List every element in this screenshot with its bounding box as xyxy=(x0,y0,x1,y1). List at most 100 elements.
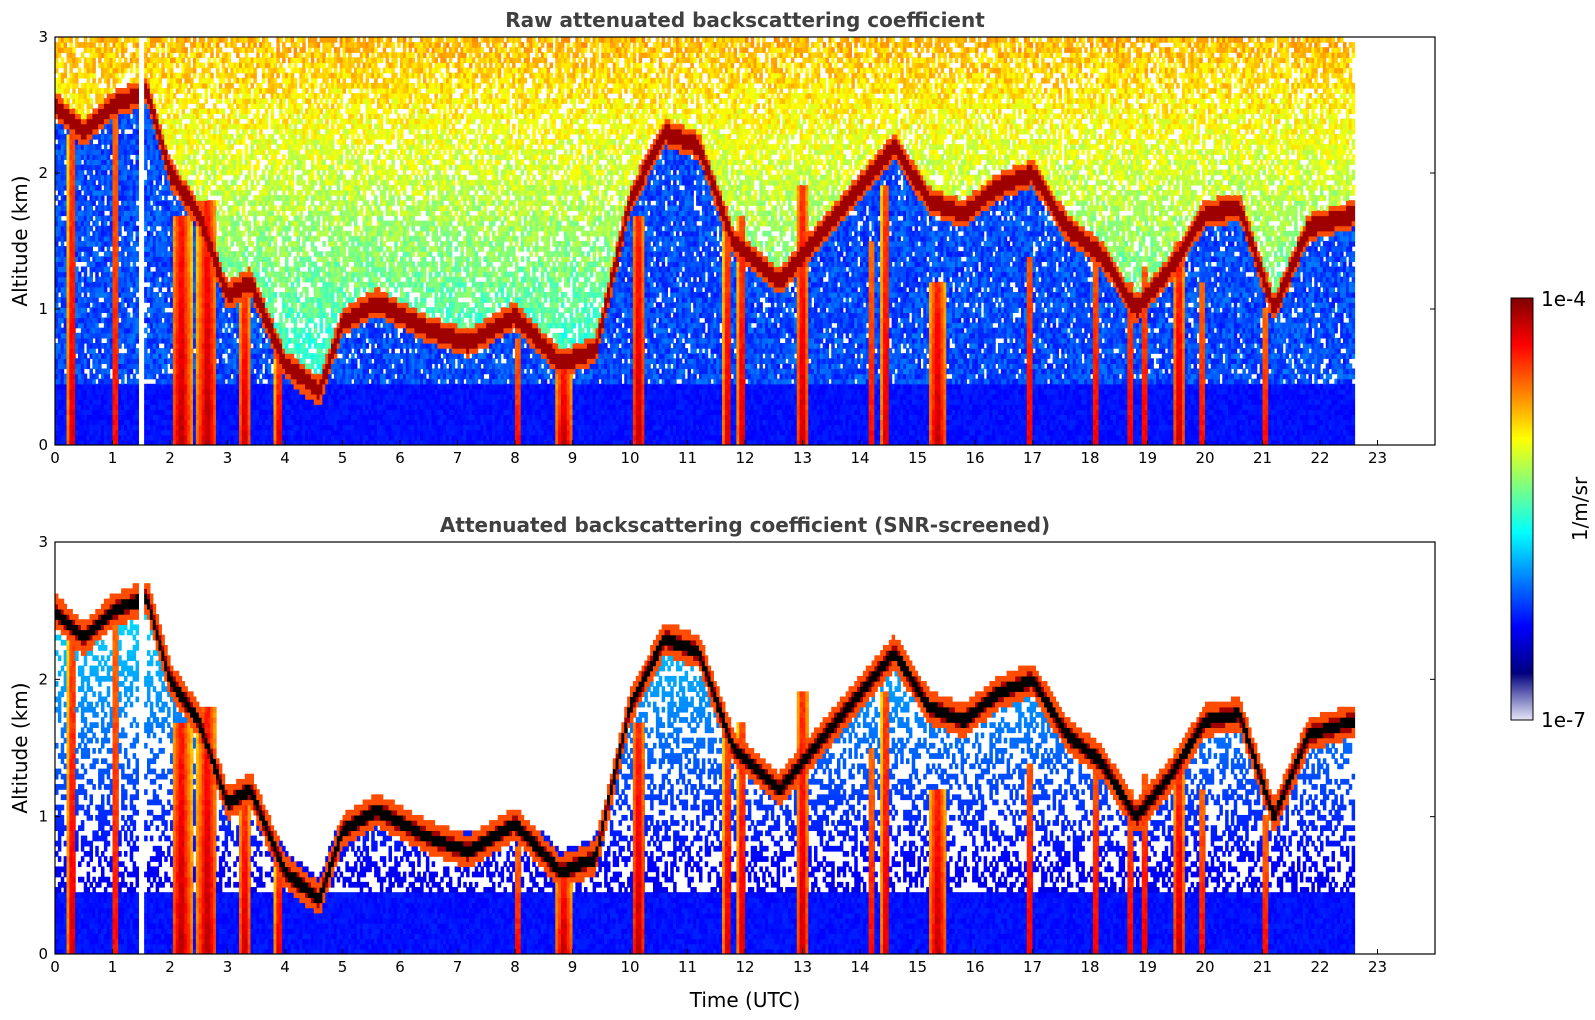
heatmap-cell xyxy=(63,404,68,410)
heatmap-cell xyxy=(92,307,96,313)
heatmap-cell xyxy=(75,358,79,364)
heatmap-cell xyxy=(129,343,134,349)
heatmap-cell xyxy=(101,37,105,43)
heatmap-cell xyxy=(135,266,139,273)
heatmap-cell xyxy=(175,108,180,115)
heatmap-cell xyxy=(118,368,122,375)
heatmap-cell xyxy=(103,220,108,227)
heatmap-cell xyxy=(124,368,128,375)
heatmap-cell xyxy=(103,179,108,186)
heatmap-cell xyxy=(149,215,154,222)
heatmap-cell xyxy=(95,256,99,262)
heatmap-cell xyxy=(170,144,174,150)
heatmap-cell xyxy=(103,42,108,48)
heatmap-cell xyxy=(80,118,85,125)
heatmap-cell xyxy=(112,256,116,262)
heatmap-cell xyxy=(103,378,108,385)
heatmap-cell xyxy=(124,88,128,94)
heatmap-cell xyxy=(129,88,134,104)
heatmap-cell xyxy=(69,93,73,99)
heatmap-cell xyxy=(135,363,139,370)
heatmap-cell xyxy=(126,414,131,421)
heatmap-cell xyxy=(92,179,96,186)
heatmap-cell xyxy=(69,414,73,426)
heatmap-cell xyxy=(83,399,88,405)
heatmap-cell xyxy=(221,159,226,166)
heatmap-cell xyxy=(147,358,151,364)
heatmap-cell xyxy=(92,353,96,359)
heatmap-cell xyxy=(112,235,116,242)
heatmap-cell xyxy=(118,77,122,84)
heatmap-cell xyxy=(158,82,162,89)
heatmap-cell xyxy=(57,128,62,135)
heatmap-cell xyxy=(112,297,116,303)
heatmap-cell xyxy=(126,62,131,69)
heatmap-cell xyxy=(95,434,99,441)
heatmap-cell xyxy=(118,37,122,43)
heatmap-cell xyxy=(72,297,76,303)
heatmap-cell xyxy=(109,93,114,99)
heatmap-cell xyxy=(213,57,217,64)
heatmap-cell xyxy=(144,123,148,130)
heatmap-cell xyxy=(276,149,280,155)
heatmap-cell xyxy=(60,225,65,232)
heatmap-cell xyxy=(124,62,128,69)
heatmap-cell xyxy=(149,230,154,237)
heatmap-cell xyxy=(149,271,154,278)
heatmap-cell xyxy=(112,144,116,150)
heatmap-cell xyxy=(121,439,125,445)
heatmap-cell xyxy=(147,179,151,186)
heatmap-cell xyxy=(89,276,93,283)
heatmap-cell xyxy=(57,312,62,319)
heatmap-cell xyxy=(129,404,134,415)
heatmap-cell xyxy=(132,57,137,64)
heatmap-cell xyxy=(98,215,102,222)
heatmap-cell xyxy=(112,67,116,74)
heatmap-cell xyxy=(135,133,139,140)
heatmap-cell xyxy=(230,184,234,191)
heatmap-cell xyxy=(118,154,122,160)
heatmap-cell xyxy=(98,399,102,405)
heatmap-cell xyxy=(273,98,277,104)
heatmap-cell xyxy=(144,159,148,166)
heatmap-cell xyxy=(253,205,257,211)
heatmap-cell xyxy=(66,394,70,400)
heatmap-cell xyxy=(75,169,79,176)
heatmap-cell xyxy=(216,62,220,69)
heatmap-cell xyxy=(89,378,93,385)
heatmap-cell xyxy=(167,154,171,160)
heatmap-cell xyxy=(109,327,114,334)
heatmap-cell xyxy=(126,93,131,109)
heatmap-cell xyxy=(118,210,122,217)
heatmap-cell xyxy=(101,353,105,359)
heatmap-cell xyxy=(101,133,105,140)
heatmap-cell xyxy=(124,394,128,405)
heatmap-cell xyxy=(112,368,116,375)
heatmap-cell xyxy=(75,429,79,436)
heatmap-cell xyxy=(98,103,102,109)
heatmap-cell xyxy=(253,154,257,160)
heatmap-cell xyxy=(210,113,214,120)
heatmap-cell xyxy=(86,108,91,115)
heatmap-cell xyxy=(126,159,131,166)
heatmap-cell xyxy=(83,215,88,222)
heatmap-cell xyxy=(115,332,119,339)
heatmap-cell xyxy=(195,184,200,191)
heatmap-cell xyxy=(121,419,125,426)
heatmap-cell xyxy=(121,317,125,324)
heatmap-cell xyxy=(92,251,96,257)
heatmap-cell xyxy=(78,297,82,303)
heatmap-cell xyxy=(83,174,88,181)
heatmap-cell xyxy=(149,159,154,166)
heatmap-cell xyxy=(106,353,111,359)
heatmap-cell xyxy=(86,327,91,334)
heatmap-cell xyxy=(60,256,65,262)
heatmap-cell xyxy=(132,139,137,145)
heatmap-cell xyxy=(69,144,73,150)
heatmap-cell xyxy=(92,332,96,339)
heatmap-cell xyxy=(256,179,260,186)
heatmap-cell xyxy=(86,154,91,160)
heatmap-cell xyxy=(135,317,139,324)
heatmap-cell xyxy=(124,113,128,120)
heatmap-cell xyxy=(213,179,217,186)
